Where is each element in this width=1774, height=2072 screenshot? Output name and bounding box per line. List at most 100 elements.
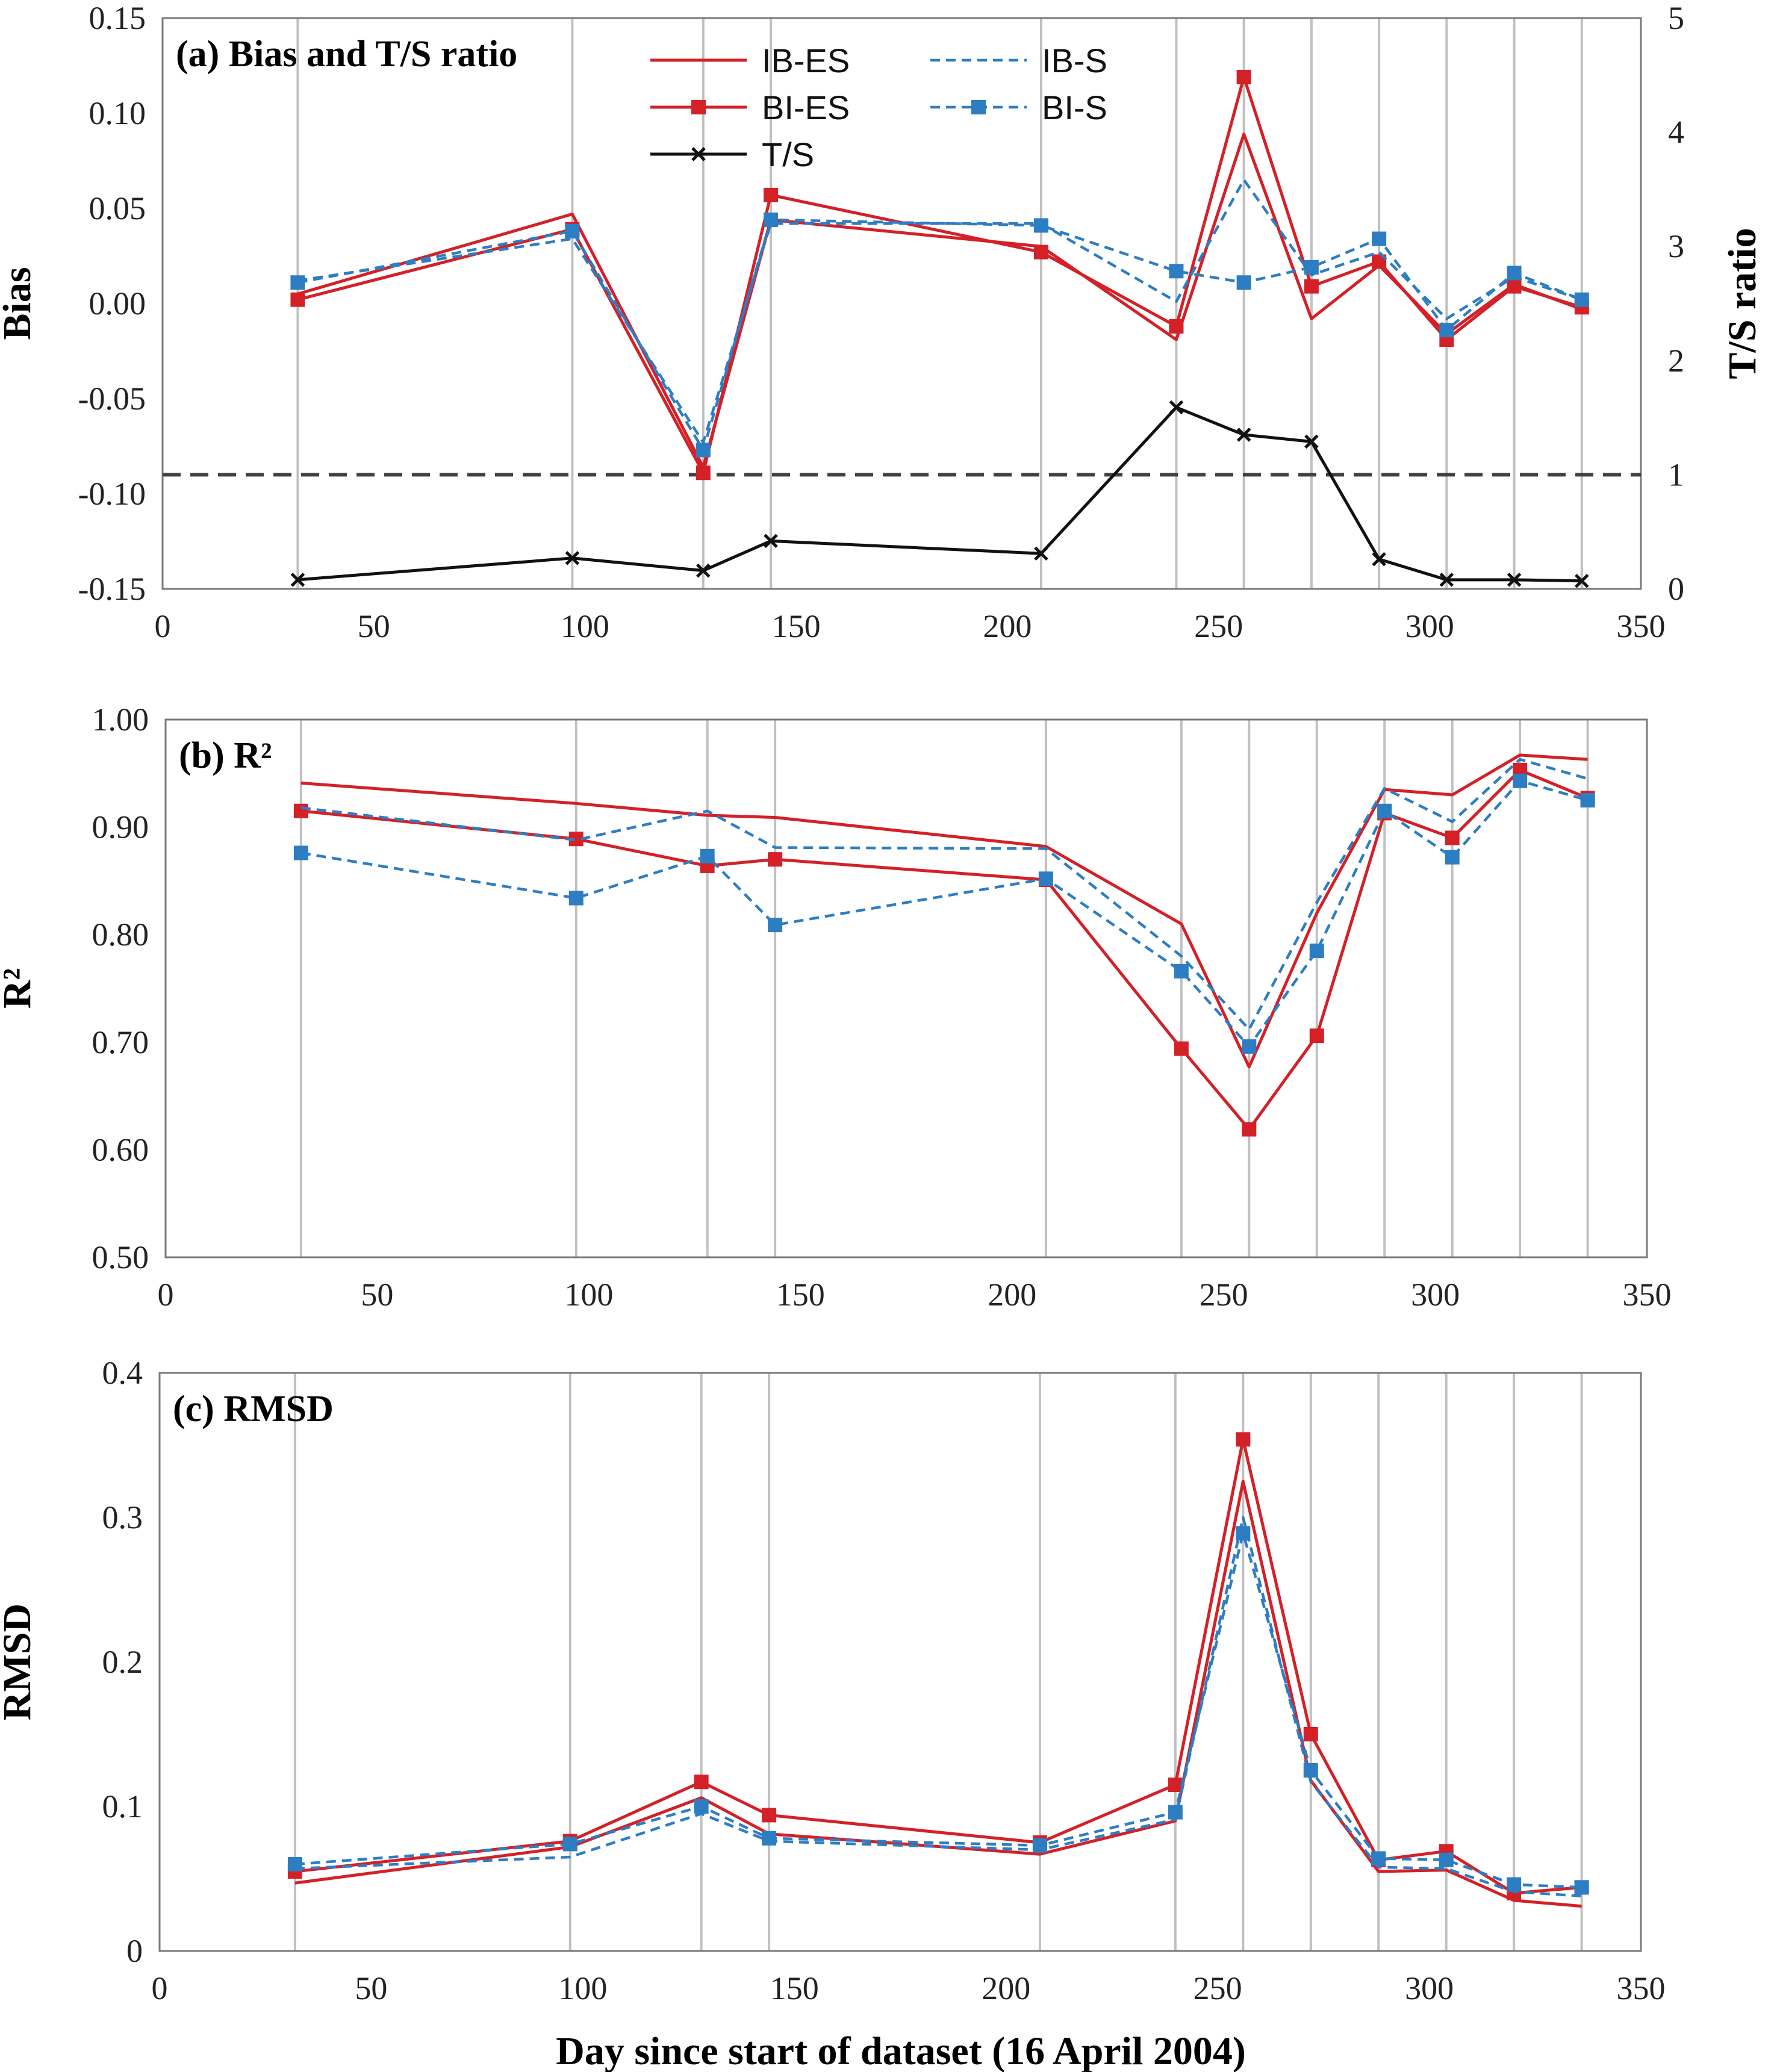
legend-label: IB-S (1042, 42, 1107, 79)
y2-axis-label: T/S ratio (1720, 228, 1764, 379)
x-tick-label: 300 (1405, 1970, 1454, 2006)
series-bi-s (290, 212, 1589, 458)
data-point (1309, 1028, 1324, 1044)
data-point (1304, 434, 1319, 449)
series-ib-es (300, 753, 1588, 1069)
data-point (287, 1857, 302, 1871)
data-point (1439, 1852, 1454, 1867)
data-point (1439, 573, 1454, 587)
panels: 0 50 100 150 200 250 300 350-0.15-0.10-0.050.00… (0, 0, 1764, 2006)
data-point (1304, 260, 1319, 275)
x-tick-label: 350 (1617, 1970, 1666, 2006)
data-point (1575, 573, 1589, 588)
y-tick-label: -0.05 (78, 381, 146, 417)
x-tick-label: 150 (772, 608, 821, 644)
data-point (565, 551, 580, 565)
legend-item: IB-ES (650, 42, 850, 79)
legend-item: BI-S (930, 89, 1107, 126)
y-tick-label: 0.70 (92, 1024, 149, 1060)
panel-title: (a) Bias and T/S ratio (176, 34, 517, 75)
data-point (568, 891, 584, 906)
x-tick-label: 350 (1617, 608, 1666, 644)
data-point (290, 292, 305, 307)
y2-tick-label: 4 (1668, 114, 1684, 151)
legend-marker (971, 100, 986, 114)
series-line (297, 132, 1583, 469)
series-line (297, 406, 1582, 583)
data-point (1242, 1122, 1257, 1137)
x-tick-label: 200 (983, 608, 1032, 644)
series-line (300, 758, 1589, 1031)
x-tick-label: 150 (770, 1970, 819, 2006)
data-point (1236, 69, 1251, 84)
y-tick-label: 0.05 (89, 190, 146, 226)
y2-tick-label: 3 (1668, 228, 1684, 264)
data-point (762, 1808, 777, 1823)
data-point (1439, 323, 1454, 338)
y2-tick-label: 0 (1668, 571, 1684, 607)
data-point (1174, 963, 1189, 978)
data-point (764, 187, 779, 202)
x-tick-label: 100 (558, 1970, 607, 2006)
panel-title: (c) RMSD (173, 1389, 334, 1430)
y2-tick-label: 2 (1668, 343, 1684, 379)
y-tick-label: 0 (126, 1933, 143, 1969)
x-tick-label: 150 (776, 1277, 825, 1313)
y2-tick-label: 5 (1668, 0, 1684, 36)
series-ib-es (297, 132, 1583, 469)
data-point (1168, 1778, 1183, 1792)
panel-b: 0 50 100 150 200 250 300 350 0.50 0.60 0.70 0.80 0.9… (0, 702, 1672, 1313)
data-point (768, 918, 783, 933)
series-line (294, 1437, 1582, 1895)
y-tick-label: 0.50 (92, 1239, 149, 1275)
data-point (1169, 264, 1184, 279)
data-point (700, 848, 715, 863)
data-point (694, 1799, 709, 1814)
y-tick-label: 0.15 (89, 0, 146, 36)
data-point (1507, 279, 1522, 294)
series-line (294, 1479, 1582, 1908)
y-axis-label: R² (0, 968, 39, 1009)
series-line (294, 1532, 1582, 1889)
y-tick-label: 0.3 (102, 1499, 143, 1535)
x-tick-label: 350 (1623, 1277, 1672, 1313)
y-tick-label: 0.10 (89, 95, 146, 131)
legend: IB-ES BI-ES T/S IB-S BI-S (650, 42, 1107, 173)
data-point (1507, 266, 1522, 281)
x-tick-label: 250 (1194, 608, 1243, 644)
legend-marker (691, 147, 706, 161)
data-point (290, 275, 305, 290)
legend-item: T/S (650, 135, 814, 173)
x-tick-label: 0 (152, 1970, 168, 2006)
x-tick-label: 50 (355, 1970, 387, 2006)
series-line (297, 218, 1583, 452)
data-point (1038, 871, 1053, 886)
y-tick-label: 0.90 (92, 809, 149, 845)
x-tick-label: 300 (1405, 608, 1454, 644)
plot-frame (161, 17, 1642, 590)
x-tick-label: 50 (361, 1277, 393, 1313)
y-tick-label: 0.00 (89, 285, 146, 322)
y2-tick-label: 1 (1668, 456, 1684, 493)
data-point (290, 573, 305, 587)
legend-item: BI-ES (650, 89, 850, 126)
x-tick-label: 300 (1411, 1277, 1460, 1313)
data-point (1033, 218, 1048, 233)
data-point (764, 534, 778, 549)
legend-item: IB-S (930, 42, 1107, 79)
series-line (294, 1516, 1582, 1898)
y-tick-label: 0.60 (92, 1131, 149, 1168)
data-point (764, 212, 779, 227)
data-point (1372, 231, 1387, 246)
data-point (696, 563, 711, 578)
x-tick-label: 100 (564, 1277, 613, 1313)
data-point (1169, 400, 1184, 415)
data-point (1236, 1526, 1251, 1541)
data-point (694, 1775, 709, 1790)
x-axis-title: Day since start of dataset (16 April 200… (556, 2029, 1246, 2072)
y-axis-label: Bias (0, 267, 39, 340)
data-point (1169, 319, 1184, 334)
y-tick-label: 0.1 (102, 1788, 143, 1825)
data-point (565, 223, 580, 238)
